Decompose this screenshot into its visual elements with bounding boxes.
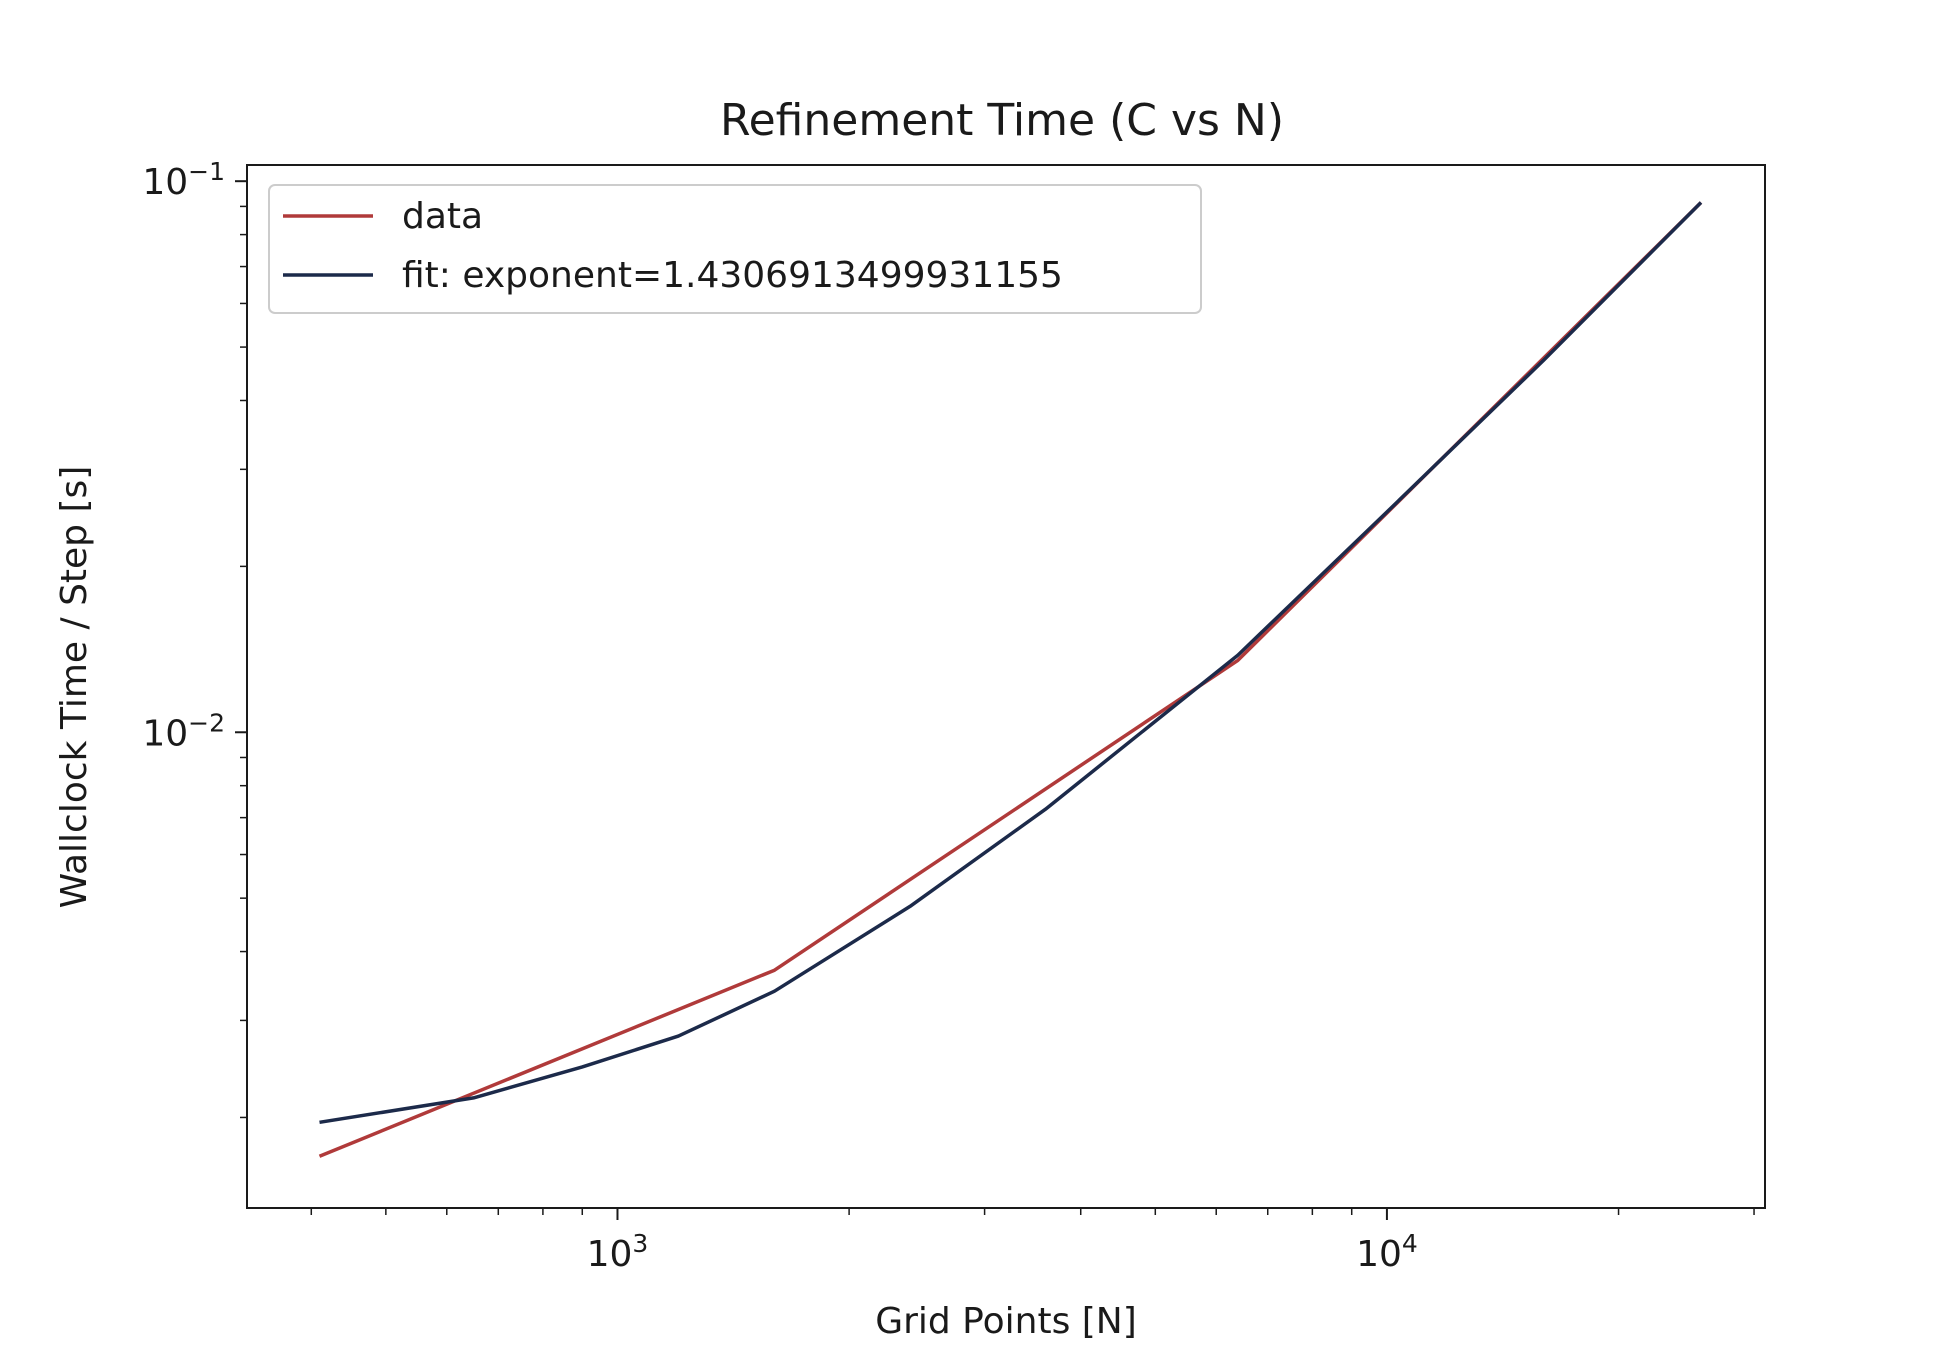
x-axis-ticks: 103 104 xyxy=(310,1208,1755,1275)
legend-items: data fit: exponent=1.4306913499931155 xyxy=(283,196,1063,296)
series-layer xyxy=(318,201,1703,1158)
x-tick-label: 104 xyxy=(1356,1229,1418,1275)
fit-series-line xyxy=(319,201,1703,1125)
y-tick-label: 10−2 xyxy=(142,708,225,754)
x-axis-label: Grid Points [N] xyxy=(875,1301,1137,1342)
y-axis-ticks: 10−2 10−1 xyxy=(142,157,247,1119)
legend-label: data xyxy=(402,196,483,237)
chart-title: Refinement Time (C vs N) xyxy=(720,95,1284,146)
legend-box xyxy=(268,184,1202,314)
legend: data fit: exponent=1.4306913499931155 xyxy=(268,184,1202,314)
plot-area: 103 104 10−2 10−1 xyxy=(142,157,1766,1275)
legend-label: fit: exponent=1.4306913499931155 xyxy=(402,255,1063,296)
x-tick-label: 103 xyxy=(587,1229,649,1275)
y-axis-label: Wallclock Time / Step [s] xyxy=(54,466,95,909)
y-tick-label: 10−1 xyxy=(142,157,225,203)
plot-frame xyxy=(246,164,1766,1209)
